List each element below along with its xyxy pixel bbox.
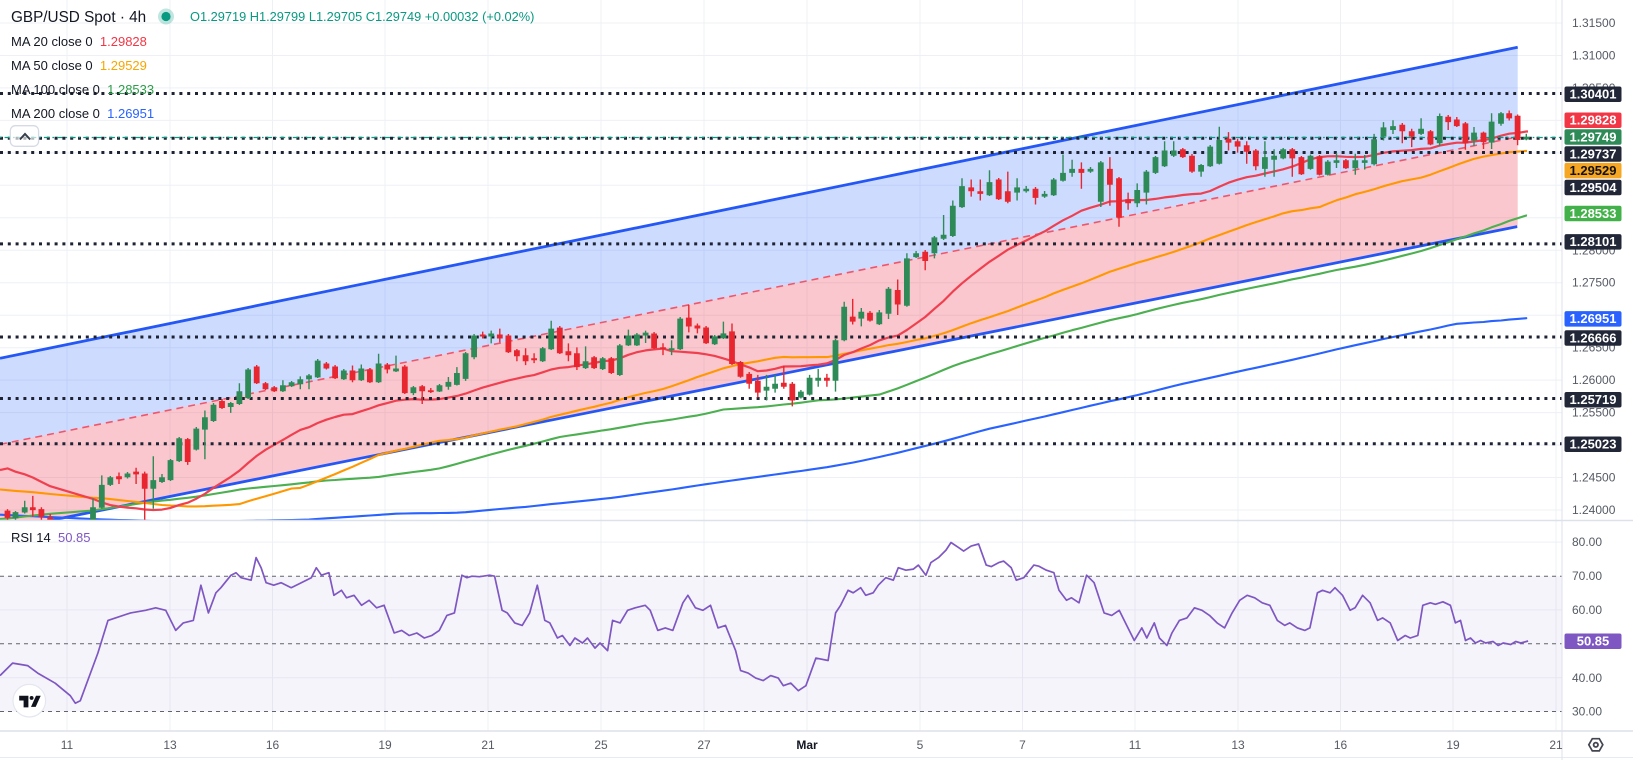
- svg-text:1.29529: 1.29529: [1570, 163, 1617, 178]
- svg-text:GBP/USD Spot · 4h: GBP/USD Spot · 4h: [11, 9, 146, 26]
- svg-text:1.25719: 1.25719: [1570, 392, 1617, 407]
- svg-text:25: 25: [594, 738, 608, 752]
- svg-text:27: 27: [697, 738, 711, 752]
- svg-text:1.24000: 1.24000: [1572, 503, 1616, 517]
- svg-text:1.31500: 1.31500: [1572, 16, 1616, 30]
- svg-text:7: 7: [1019, 738, 1026, 752]
- svg-text:1.28101: 1.28101: [1570, 234, 1617, 249]
- svg-text:16: 16: [266, 738, 280, 752]
- svg-text:RSI 14 50.85: RSI 14 50.85: [11, 530, 91, 545]
- svg-text:80.00: 80.00: [1572, 535, 1602, 549]
- svg-text:1.26666: 1.26666: [1570, 330, 1617, 345]
- svg-text:1.25500: 1.25500: [1572, 406, 1616, 420]
- svg-text:1.26000: 1.26000: [1572, 373, 1616, 387]
- svg-text:11: 11: [1129, 738, 1142, 752]
- svg-text:21: 21: [481, 738, 495, 752]
- svg-text:1.29504: 1.29504: [1570, 180, 1618, 195]
- svg-text:1.29828: 1.29828: [1570, 113, 1617, 128]
- svg-text:11: 11: [61, 738, 74, 752]
- svg-text:1.30401: 1.30401: [1570, 87, 1617, 102]
- svg-text:70.00: 70.00: [1572, 569, 1602, 583]
- svg-text:1.25023: 1.25023: [1570, 437, 1617, 452]
- svg-text:5: 5: [917, 738, 924, 752]
- svg-text:Mar: Mar: [796, 738, 818, 752]
- svg-text:MA 100 close 0 1.28533: MA 100 close 0 1.28533: [11, 82, 154, 97]
- svg-text:19: 19: [1446, 738, 1460, 752]
- svg-text:16: 16: [1334, 738, 1348, 752]
- svg-text:60.00: 60.00: [1572, 603, 1602, 617]
- svg-text:1.29737: 1.29737: [1570, 146, 1617, 161]
- svg-text:30.00: 30.00: [1572, 705, 1602, 719]
- svg-text:40.00: 40.00: [1572, 671, 1602, 685]
- svg-text:MA 20 close 0 1.29828: MA 20 close 0 1.29828: [11, 34, 147, 49]
- svg-text:1.27500: 1.27500: [1572, 276, 1616, 290]
- svg-text:13: 13: [1231, 738, 1245, 752]
- svg-text:MA 200 close 0 1.26951: MA 200 close 0 1.26951: [11, 106, 154, 121]
- svg-text:1.24500: 1.24500: [1572, 471, 1616, 485]
- svg-text:21: 21: [1549, 738, 1563, 752]
- svg-text:1.29749: 1.29749: [1570, 129, 1617, 144]
- svg-text:MA 50 close 0 1.29529: MA 50 close 0 1.29529: [11, 58, 147, 73]
- svg-text:1.31000: 1.31000: [1572, 49, 1616, 63]
- svg-text:1.26951: 1.26951: [1570, 311, 1617, 326]
- svg-text:1.28533: 1.28533: [1570, 206, 1617, 221]
- svg-text:50.85: 50.85: [1577, 634, 1610, 649]
- svg-text:19: 19: [378, 738, 392, 752]
- svg-text:13: 13: [163, 738, 177, 752]
- svg-text:O1.29719 H1.29799 L1.29705 C1.: O1.29719 H1.29799 L1.29705 C1.29749 +0.0…: [190, 9, 534, 24]
